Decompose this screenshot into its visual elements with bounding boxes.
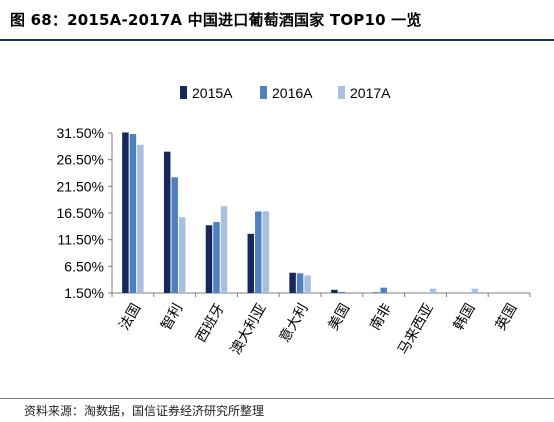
bar-2015A-智利 (163, 151, 171, 293)
x-tick-label: 意大利 (276, 301, 311, 345)
x-tick-label: 英国 (492, 301, 520, 333)
bar-2017A-西班牙 (220, 206, 228, 293)
bar-2016A-南非 (380, 287, 387, 293)
y-tick-label: 6.50% (64, 258, 104, 274)
bar-2017A-意大利 (304, 275, 311, 293)
title-rule (0, 39, 554, 41)
legend-label-2017A: 2017A (350, 85, 391, 101)
y-tick-label: 11.50% (58, 232, 104, 248)
legend-swatch-2016A (260, 86, 267, 99)
legend-label-2015A: 2015A (192, 85, 233, 101)
bar-2016A-智利 (171, 177, 178, 293)
x-tick-label: 美国 (325, 301, 353, 333)
bar-2016A-西班牙 (213, 222, 220, 293)
legend-swatch-2017A (338, 86, 345, 99)
bar-2016A-美国 (338, 291, 346, 293)
x-tick-label: 澳大利亚 (227, 301, 269, 357)
bar-2017A-马来西亚 (429, 288, 437, 293)
bar-2015A-澳大利亚 (247, 233, 255, 293)
bar-2015A-南非 (372, 292, 380, 293)
bar-2016A-澳大利亚 (255, 211, 262, 293)
legend-swatch-2015A (180, 86, 187, 99)
bar-2016A-意大利 (296, 273, 304, 293)
x-tick-label: 法国 (116, 301, 144, 333)
bar-2017A-韩国 (471, 288, 479, 293)
figure-title: 图 68：2015A-2017A 中国进口葡萄酒国家 TOP10 一览 (10, 11, 422, 29)
bar-2017A-澳大利亚 (262, 211, 270, 293)
x-tick-label: 西班牙 (192, 301, 227, 345)
y-tick-label: 1.50% (64, 285, 104, 301)
bar-2015A-法国 (122, 132, 129, 293)
x-tick-label: 智利 (157, 301, 185, 333)
y-tick-label: 31.50% (57, 125, 104, 141)
y-tick-label: 16.50% (57, 205, 104, 221)
y-tick-label: 26.50% (57, 152, 104, 168)
bar-2016A-法国 (129, 134, 137, 293)
bar-2015A-美国 (331, 289, 338, 293)
bar-2015A-意大利 (289, 272, 296, 293)
y-tick-label: 21.50% (57, 178, 104, 194)
x-tick-label: 韩国 (450, 301, 478, 333)
source-rule (0, 398, 554, 399)
bar-2017A-智利 (178, 217, 186, 293)
legend-label-2016A: 2016A (272, 85, 313, 101)
bar-2015A-西班牙 (205, 225, 213, 293)
x-tick-label: 马来西亚 (394, 301, 436, 357)
x-tick-label: 南非 (366, 301, 394, 333)
bar-chart: 31.50% 26.50% 21.50% 16.50% 11.50% 6.50% 1.50%… (57, 85, 531, 357)
source-note: 资料来源：淘数据，国信证券经济研究所整理 (24, 404, 265, 418)
bar-2017A-法国 (137, 144, 144, 293)
